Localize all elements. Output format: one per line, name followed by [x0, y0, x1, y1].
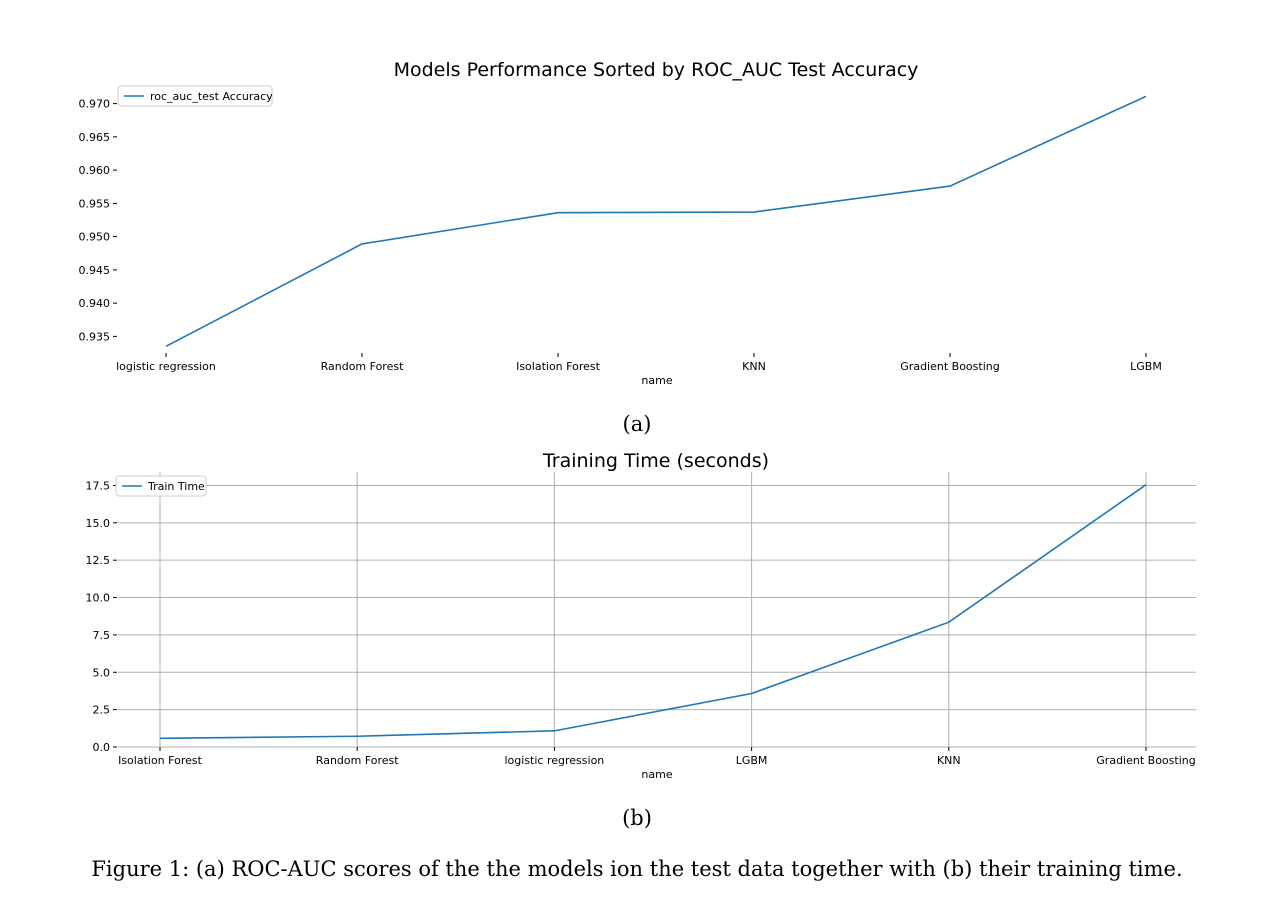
y-tick-label: 15.0	[86, 517, 111, 530]
panel-label-b: (b)	[622, 806, 652, 830]
x-tick-label: Isolation Forest	[118, 754, 203, 767]
y-tick-label: 5.0	[93, 666, 111, 679]
y-tick-label: 0.0	[93, 741, 111, 754]
y-tick-label: 0.950	[79, 231, 111, 244]
x-tick-label: Isolation Forest	[516, 360, 601, 373]
chart-title: Training Time (seconds)	[542, 450, 769, 472]
y-tick-label: 12.5	[86, 554, 111, 567]
x-axis-label: name	[641, 374, 672, 387]
chart-b: Training Time (seconds) 0.0 2.5 5.0 7.5 10.0 1…	[86, 450, 1196, 781]
figure-caption: Figure 1: (a) ROC-AUC scores of the the …	[91, 857, 1183, 881]
y-tick-label: 0.965	[79, 131, 111, 144]
x-tick-label: Gradient Boosting	[1096, 754, 1195, 767]
chart-title: Models Performance Sorted by ROC_AUC Tes…	[394, 59, 919, 81]
x-tick-label: Random Forest	[316, 754, 399, 767]
y-tick-label: 0.945	[79, 264, 111, 277]
series-line	[165, 95, 1147, 348]
x-tick-label: KNN	[937, 754, 961, 767]
x-axis-label: name	[641, 768, 672, 781]
y-tick-label: 0.940	[79, 297, 111, 310]
chart-a: Models Performance Sorted by ROC_AUC Tes…	[79, 59, 1162, 387]
panel-label-a: (a)	[622, 412, 652, 436]
y-tick-label: 2.5	[93, 704, 111, 717]
legend-label: roc_auc_test Accuracy	[150, 90, 273, 103]
series-line	[159, 484, 1147, 740]
y-tick-label: 17.5	[86, 479, 111, 492]
legend-box	[117, 85, 273, 107]
x-tick-label: KNN	[742, 360, 766, 373]
y-tick-label: 0.955	[79, 197, 111, 210]
x-tick-label: Random Forest	[321, 360, 404, 373]
y-tick-label: 0.935	[79, 330, 111, 343]
x-tick-label: LGBM	[1130, 360, 1162, 373]
x-tick-label: logistic regression	[505, 754, 605, 767]
x-tick-label: Gradient Boosting	[900, 360, 999, 373]
legend-box	[115, 475, 207, 497]
y-tick-label: 10.0	[86, 592, 111, 605]
y-tick-label: 0.960	[79, 164, 111, 177]
y-tick-label: 0.970	[79, 98, 111, 111]
legend-label: Train Time	[147, 480, 205, 493]
x-tick-label: LGBM	[736, 754, 768, 767]
x-tick-label: logistic regression	[116, 360, 216, 373]
y-tick-label: 7.5	[93, 629, 111, 642]
